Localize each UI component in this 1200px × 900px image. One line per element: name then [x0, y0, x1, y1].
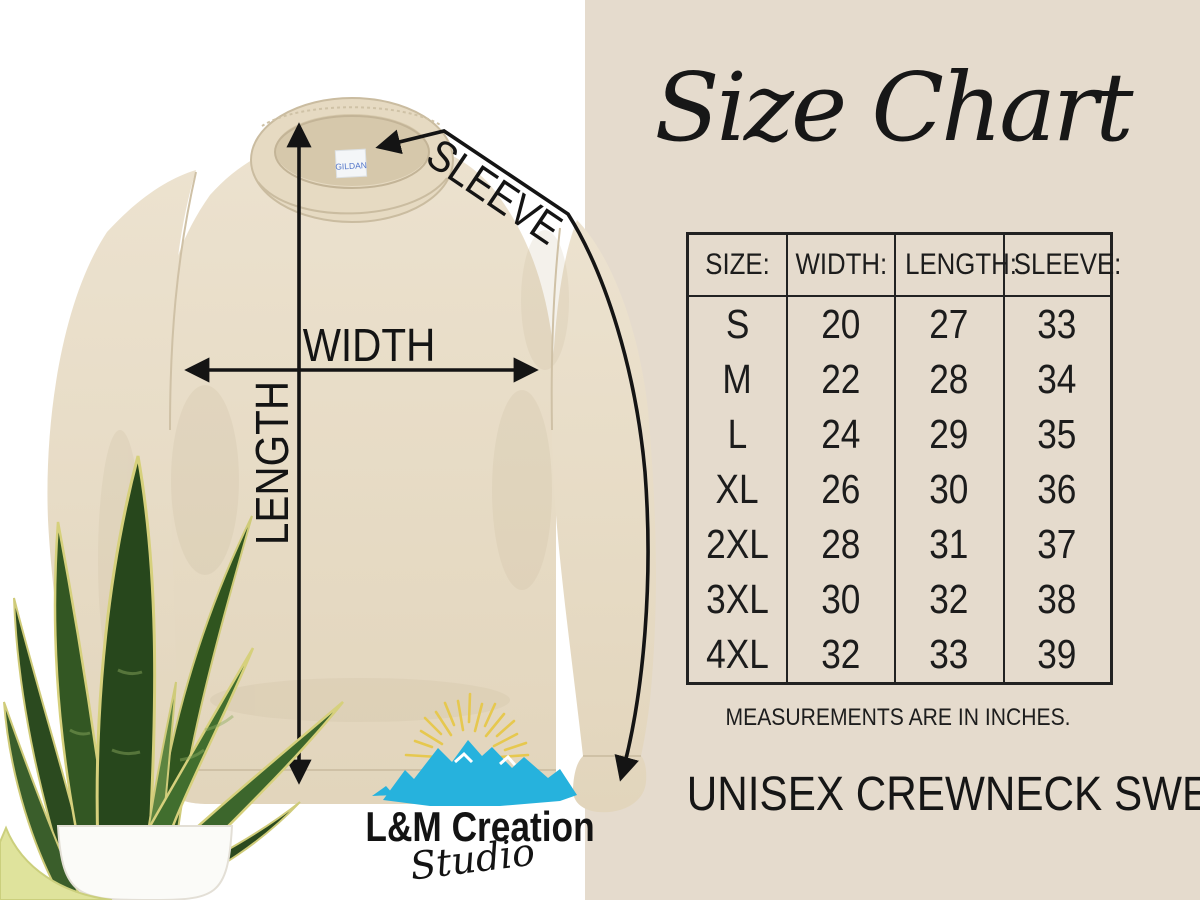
- table-row: M 22 28 34: [687, 352, 1112, 407]
- size-chart-title: Size Chart: [654, 52, 1133, 163]
- measurement-note: MEASUREMENTS ARE IN INCHES.: [725, 704, 1071, 731]
- col-header-sleeve: SLEEVE:: [1003, 233, 1121, 297]
- table-row: L 24 29 35: [687, 407, 1112, 462]
- mountain-icon: [372, 740, 577, 806]
- product-name: UNISEX CREWNECK SWEATSHIRT: [686, 768, 1200, 821]
- table-row: S 20 27 33: [687, 296, 1112, 352]
- table-row: 3XL 30 32 38: [687, 572, 1112, 627]
- sleeve-arrow: [375, 129, 650, 782]
- table-header-row: SIZE: WIDTH: LENGTH: SLEEVE:: [687, 233, 1121, 297]
- logo-name: L&M Creation: [365, 804, 594, 851]
- brand-tag: GILDAN: [334, 148, 368, 179]
- size-table: SIZE: WIDTH: LENGTH: SLEEVE: S 20 27 33 …: [686, 232, 1121, 685]
- col-header-length: LENGTH:: [894, 233, 1016, 297]
- col-header-size: SIZE:: [687, 233, 788, 297]
- width-label: WIDTH: [303, 321, 436, 372]
- col-header-width: WIDTH:: [786, 233, 896, 297]
- table-row: 4XL 32 33 39: [687, 627, 1112, 684]
- sun-rays-icon: [404, 692, 530, 759]
- length-label: LENGTH: [248, 381, 299, 545]
- plant-pot: [56, 825, 234, 900]
- table-row: XL 26 30 36: [687, 462, 1112, 517]
- brand-tag-text: GILDAN: [335, 160, 367, 172]
- plant-photo: [0, 455, 344, 900]
- table-row: 2XL 28 31 37: [687, 517, 1112, 572]
